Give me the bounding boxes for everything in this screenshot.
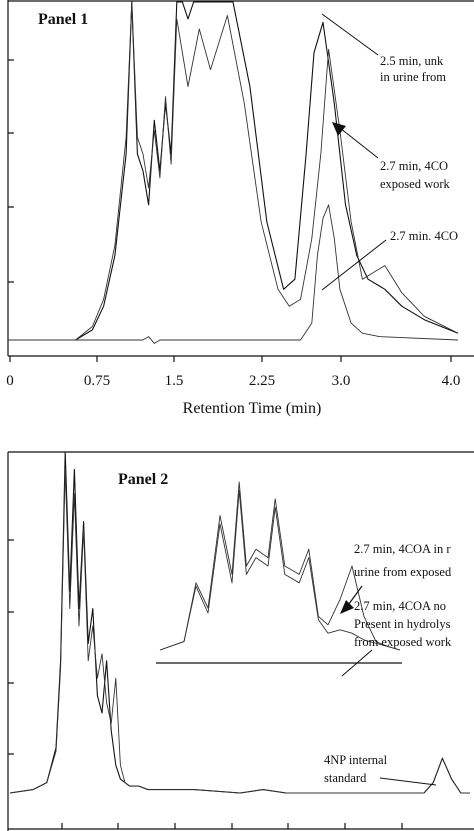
annotation-5-line3: from exposed work xyxy=(354,635,452,649)
panel-1-x-tick-label: 1.5 xyxy=(165,373,184,389)
panel-2-series-2 xyxy=(9,468,470,794)
annotation-2-line2: exposed work xyxy=(380,177,451,191)
annotation-4-arrowhead xyxy=(340,600,354,614)
inset-series-2 xyxy=(159,489,401,651)
panel-1-series-3 xyxy=(8,204,459,344)
annotation-1-leader xyxy=(321,13,379,56)
panel-1-x-ticks: 0 0.75 1.5 2.25 3.0 4.0 xyxy=(6,356,460,389)
panel-1-x-tick-label: 4.0 xyxy=(442,373,461,389)
annotation-4-line1: 2.7 min, 4COA in r xyxy=(354,542,451,556)
panel-1-y-ticks xyxy=(8,59,14,283)
annotation-5-leader xyxy=(341,649,373,677)
annotation-3-line1: 2.7 min. 4CO xyxy=(390,229,458,243)
annotation-2-line1: 2.7 min, 4CO xyxy=(380,159,448,173)
panel-1-title: Panel 1 xyxy=(38,11,88,28)
annotation-1-line2: in urine from xyxy=(380,70,446,84)
panel-2-x-ticks xyxy=(61,823,403,829)
annotation-2-arrowhead xyxy=(332,122,346,136)
panel-1-x-tick-label: 3.0 xyxy=(332,373,351,389)
panel-1-x-tick-label: 0.75 xyxy=(84,373,110,389)
annotation-5-line2: Present in hydrolys xyxy=(354,617,451,631)
panel-2-y-ticks xyxy=(8,539,14,755)
annotation-2-leader xyxy=(339,127,379,159)
panel-1-x-axis-title: Retention Time (min) xyxy=(183,400,322,417)
annotation-4-line2: urine from exposed xyxy=(354,565,452,579)
annotation-5-line1: 2.7 min, 4COA no xyxy=(354,599,446,613)
panel-1-x-tick-label: 2.25 xyxy=(249,373,275,389)
panel-1: Panel 1 0 0.75 1.5 2.25 3.0 4.0 Retention Tim… xyxy=(6,0,474,417)
panel-1-series-2 xyxy=(8,1,459,341)
panel-2-title: Panel 2 xyxy=(118,471,168,488)
annotation-1-line1: 2.5 min, unk xyxy=(380,54,444,68)
annotation-3-leader xyxy=(321,239,387,291)
annotation-6-line1: 4NP internal xyxy=(324,753,388,767)
panel-1-x-tick-label: 0 xyxy=(6,373,14,389)
panel-1-traces xyxy=(8,1,459,344)
annotation-6-leader xyxy=(379,777,437,786)
panel-2: Panel 2 2.7 min, 4COA in r urine from ex… xyxy=(7,451,474,831)
annotation-6-line2: standard xyxy=(324,771,367,785)
panel-2-traces xyxy=(9,451,470,794)
